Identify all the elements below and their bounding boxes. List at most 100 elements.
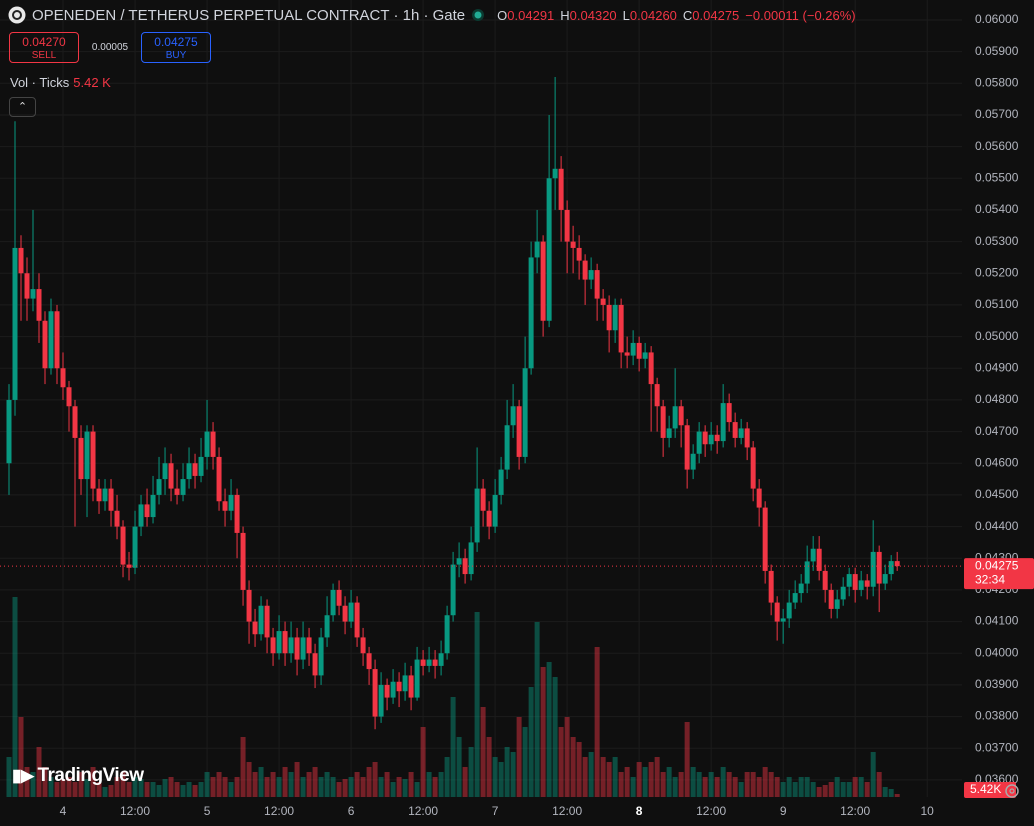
candle-body bbox=[396, 681, 402, 692]
volume-bar bbox=[870, 752, 876, 797]
candle-body bbox=[168, 463, 174, 489]
trade-buttons: 0.04270 SELL 0.00005 0.04275 BUY bbox=[9, 32, 211, 63]
volume-bar bbox=[282, 767, 288, 797]
volume-bar bbox=[714, 777, 720, 797]
candle-body bbox=[858, 580, 864, 590]
volume-bar bbox=[834, 777, 840, 797]
volume-bar bbox=[522, 727, 528, 797]
candle-body bbox=[546, 178, 552, 321]
sell-button[interactable]: 0.04270 SELL bbox=[9, 32, 79, 63]
candle-body bbox=[216, 456, 222, 502]
candle-body bbox=[600, 298, 606, 305]
candle-body bbox=[312, 653, 318, 676]
candle-body bbox=[384, 684, 390, 698]
volume-bar bbox=[300, 777, 306, 797]
candle-body bbox=[762, 507, 768, 571]
ohlc-legend: O0.04291 H0.04320 L0.04260 C0.04275 bbox=[497, 8, 739, 23]
candle-body bbox=[450, 564, 456, 616]
volume-bar bbox=[564, 717, 570, 797]
ohlc-value: 0.04260 bbox=[629, 7, 677, 23]
candle-body bbox=[414, 659, 420, 698]
ohlc-key: O bbox=[497, 7, 508, 23]
y-tick-label: 0.05600 bbox=[975, 139, 1019, 153]
buy-button[interactable]: 0.04275 BUY bbox=[141, 32, 211, 63]
volume-bar bbox=[192, 785, 198, 797]
candle-body bbox=[684, 425, 690, 470]
volume-bar bbox=[186, 782, 192, 797]
volume-axis-label: 5.42K bbox=[970, 782, 1001, 796]
volume-bar bbox=[528, 687, 534, 797]
volume-bar bbox=[270, 772, 276, 797]
volume-bar bbox=[366, 767, 372, 797]
volume-bar bbox=[678, 772, 684, 797]
volume-bar bbox=[174, 782, 180, 797]
candle-body bbox=[816, 548, 822, 571]
candle-body bbox=[672, 406, 678, 429]
candle-body bbox=[336, 589, 342, 606]
candle-body bbox=[624, 352, 630, 356]
candle-body bbox=[114, 510, 120, 527]
volume-bar bbox=[810, 782, 816, 797]
volume-bar bbox=[504, 747, 510, 797]
candle-body bbox=[468, 542, 474, 575]
y-tick-label: 0.03700 bbox=[975, 740, 1019, 754]
candle-body bbox=[432, 659, 438, 666]
candle-body bbox=[264, 605, 270, 638]
volume-bar bbox=[78, 772, 84, 797]
candle-body bbox=[360, 637, 366, 654]
candle-body bbox=[48, 311, 54, 369]
candle-body bbox=[36, 289, 42, 321]
volume-bar bbox=[114, 777, 120, 797]
collapse-button[interactable]: ⌃ bbox=[9, 97, 36, 117]
candle-body bbox=[522, 368, 528, 457]
volume-bar bbox=[822, 785, 828, 797]
candle-body bbox=[840, 586, 846, 600]
volume-bar bbox=[750, 772, 756, 797]
volume-bar bbox=[612, 757, 618, 797]
candle-body bbox=[882, 574, 888, 584]
settings-icon[interactable] bbox=[1005, 784, 1019, 798]
sell-label: SELL bbox=[31, 50, 57, 61]
volume-bar bbox=[276, 777, 282, 797]
candle-body bbox=[534, 241, 540, 258]
candle-body bbox=[714, 434, 720, 442]
volume-bar bbox=[726, 772, 732, 797]
volume-bar bbox=[204, 772, 210, 797]
candle-body bbox=[96, 488, 102, 502]
candle-body bbox=[636, 342, 642, 359]
candle-body bbox=[690, 453, 696, 470]
volume-bar bbox=[18, 717, 24, 797]
volume-bar bbox=[738, 782, 744, 797]
volume-bar bbox=[396, 777, 402, 797]
buy-price: 0.04275 bbox=[154, 35, 198, 49]
candle-body bbox=[108, 488, 114, 511]
volume-bar bbox=[288, 772, 294, 797]
ohlc-value: 0.04275 bbox=[692, 7, 740, 23]
candle-body bbox=[570, 241, 576, 248]
volume-bar bbox=[30, 772, 36, 797]
candle-body bbox=[780, 618, 786, 622]
volume-bar bbox=[102, 787, 108, 797]
candle-body bbox=[318, 637, 324, 676]
x-tick-label: 12:00 bbox=[696, 804, 726, 818]
volume-bar bbox=[546, 662, 552, 797]
y-tick-label: 0.04000 bbox=[975, 645, 1019, 659]
volume-bar bbox=[456, 737, 462, 797]
volume-bar bbox=[210, 777, 216, 797]
volume-bar bbox=[768, 772, 774, 797]
volume-bar bbox=[306, 772, 312, 797]
candle-body bbox=[300, 637, 306, 660]
volume-bar bbox=[888, 789, 894, 797]
y-tick-label: 0.04100 bbox=[975, 614, 1019, 628]
candle-body bbox=[594, 270, 600, 299]
volume-bar bbox=[606, 762, 612, 797]
ohlc-item: H0.04320 bbox=[560, 8, 616, 23]
volume-bar bbox=[144, 782, 150, 797]
candle-body bbox=[408, 675, 414, 698]
volume-bar bbox=[552, 677, 558, 797]
ohlc-key: L bbox=[622, 7, 630, 23]
ohlc-key: C bbox=[682, 7, 693, 23]
volume-bar bbox=[216, 772, 222, 797]
candle-body bbox=[492, 494, 498, 527]
